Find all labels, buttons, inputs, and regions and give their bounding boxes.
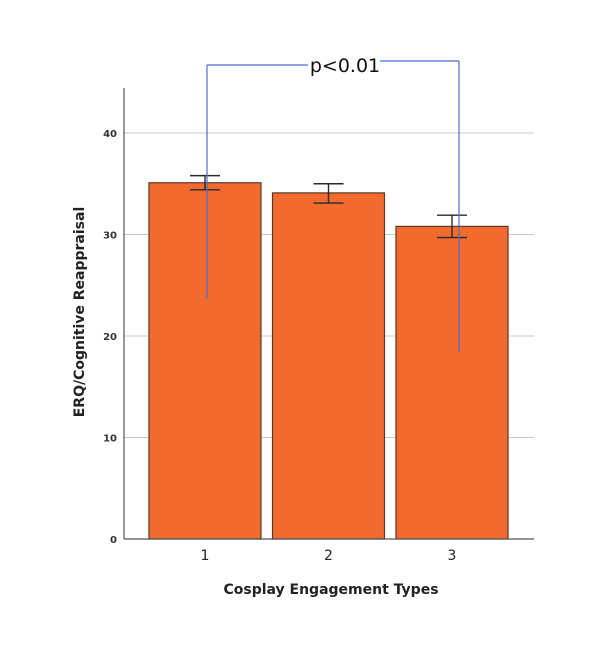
- x-tick-labels: 1 2 3: [201, 548, 457, 564]
- bar-1: [148, 182, 262, 540]
- y-tick-label: 40: [103, 129, 117, 140]
- y-axis-title: ERQ/Cognitive Reappraisal: [72, 207, 88, 418]
- bar-2: [271, 192, 386, 540]
- bars: [148, 182, 509, 540]
- x-tick-label: 2: [324, 548, 333, 564]
- x-tick-label: 3: [448, 548, 457, 564]
- axes: [123, 88, 534, 540]
- y-tick-label: 30: [103, 231, 117, 242]
- y-tick-labels: 0 10 20 30 40: [103, 129, 117, 546]
- x-axis-title: Cosplay Engagement Types: [223, 582, 438, 598]
- y-tick-label: 20: [103, 332, 117, 343]
- y-tick-label: 0: [110, 535, 117, 546]
- significance-annotation: p<0.01: [206, 55, 460, 352]
- bar-3: [395, 225, 509, 540]
- p-value-label: p<0.01: [310, 55, 380, 77]
- y-tick-label: 10: [103, 434, 117, 445]
- x-tick-label: 1: [201, 548, 210, 564]
- error-bars: [190, 174, 467, 239]
